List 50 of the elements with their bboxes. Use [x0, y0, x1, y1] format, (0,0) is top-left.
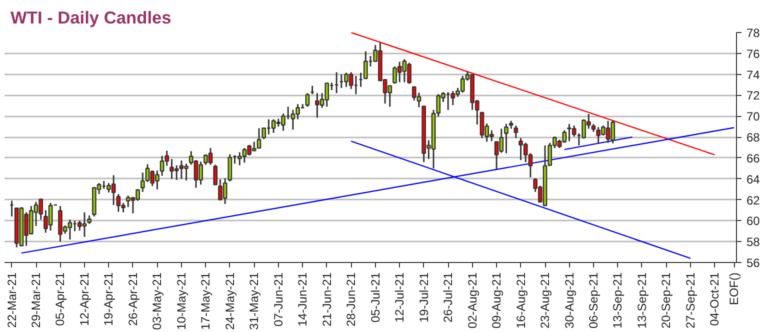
- y-tick-label: 60: [746, 214, 760, 228]
- x-tick-label: 19-Jul-21: [416, 272, 431, 323]
- y-tick-label: 66: [746, 151, 760, 166]
- y-tick-label: 58: [746, 235, 760, 250]
- x-tick-label: 07-Jun-21: [271, 272, 286, 327]
- x-tick-label: 02-Aug-21: [465, 272, 480, 329]
- chart-title: WTI - Daily Candles: [10, 8, 172, 28]
- y-tick-label: 70: [746, 110, 760, 124]
- y-tick-label: 74: [746, 68, 760, 82]
- x-tick-label: 19-Apr-21: [102, 272, 116, 326]
- x-tick-label: 23-Aug-21: [538, 272, 552, 329]
- x-tick-label: 17-May-21: [198, 272, 213, 330]
- x-tick-label: 30-Aug-21: [562, 272, 576, 329]
- x-tick-label: 13-Sep-21: [610, 272, 625, 329]
- y-tick-label: 68: [746, 130, 760, 145]
- x-tick-label: EOF(): [727, 272, 742, 306]
- candlestick: [213, 164, 218, 186]
- candlestick: [262, 127, 266, 140]
- x-tick-label: 04-Oct-21: [708, 272, 722, 326]
- x-tick-label: 24-May-21: [222, 272, 237, 330]
- candlestick: [514, 124, 518, 139]
- x-tick-label: 05-Apr-21: [53, 272, 68, 326]
- x-tick-label: 14-Jun-21: [296, 272, 310, 327]
- candlestick: [363, 50, 368, 80]
- candlestick: [504, 123, 508, 154]
- x-tick-label: 21-Jun-21: [320, 272, 334, 327]
- x-tick-label: 09-Aug-21: [490, 272, 504, 329]
- x-tick-label: 26-Apr-21: [126, 272, 140, 326]
- x-tick-label: 28-Jun-21: [344, 272, 358, 327]
- y-tick-label: 76: [746, 46, 760, 61]
- x-tick-label: 29-Mar-21: [29, 272, 44, 328]
- x-tick-label: 12-Apr-21: [77, 272, 92, 326]
- y-tick-label: 64: [746, 172, 760, 186]
- x-tick-label: 16-Aug-21: [514, 272, 528, 329]
- x-tick-label: 22-Mar-21: [4, 272, 19, 328]
- x-tick-label: 20-Sep-21: [659, 272, 674, 329]
- x-tick-label: 12-Jul-21: [392, 272, 407, 323]
- candlestick: [305, 92, 310, 108]
- x-tick-label: 10-May-21: [174, 272, 188, 330]
- x-tick-label: 26-Jul-21: [441, 272, 456, 323]
- x-tick-label: 06-Sep-21: [586, 272, 600, 329]
- x-tick-label: 27-Sep-21: [683, 272, 698, 329]
- x-tick-label: 03-May-21: [150, 272, 164, 330]
- x-tick-label: 05-Jul-21: [368, 272, 382, 323]
- y-tick-label: 78: [746, 26, 760, 40]
- x-tick-label: 31-May-21: [247, 272, 262, 330]
- y-tick-label: 56: [746, 256, 760, 270]
- y-tick-label: 62: [746, 193, 760, 208]
- y-tick-label: 72: [746, 88, 760, 103]
- x-tick-label: 13-Sep-21: [634, 272, 649, 329]
